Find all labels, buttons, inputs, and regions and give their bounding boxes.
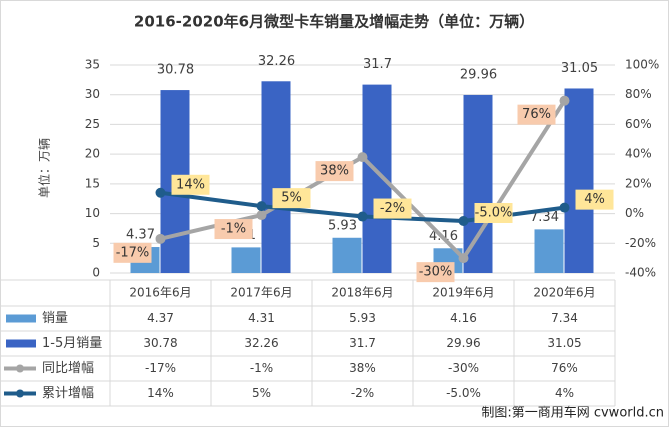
- data-label-bg: [474, 203, 513, 223]
- data-label-bg: [373, 198, 412, 219]
- data-label-bg: [517, 104, 556, 125]
- bar-value-label: 31.7: [363, 57, 392, 72]
- table-cell: -30%: [448, 361, 479, 375]
- legend-label: 1-5月销量: [42, 336, 102, 351]
- source-note: 制图:第一商用车网 cvworld.cn: [481, 405, 664, 421]
- data-label: 14%: [176, 177, 205, 192]
- y-axis-label: 单位：万辆: [37, 138, 52, 198]
- table-cell: 4.16: [450, 311, 477, 325]
- x-tick-label: 2017年6月: [230, 286, 292, 300]
- legend-swatch: [16, 364, 24, 373]
- bar-value-label: 30.78: [157, 63, 194, 78]
- table-cell: 31.05: [547, 336, 581, 350]
- data-label: -2%: [380, 201, 405, 216]
- table-cell: 32.26: [244, 336, 278, 350]
- data-label-bg: [416, 262, 455, 283]
- y2-tick-label: 100%: [625, 58, 659, 72]
- bar: [261, 81, 291, 273]
- legend-label: 同比增幅: [42, 361, 94, 376]
- line-point: [357, 211, 368, 222]
- table-cell: 7.34: [551, 311, 578, 325]
- bar-value-label: 31.05: [561, 61, 598, 76]
- data-label: -1%: [221, 222, 246, 237]
- legend-swatch: [16, 389, 24, 398]
- legend-swatch: [6, 314, 36, 323]
- y-tick-label: 25: [85, 117, 100, 131]
- legend-swatch: [6, 339, 36, 348]
- legend-label: 销量: [42, 311, 68, 326]
- table-cell: 5.93: [349, 311, 376, 325]
- line-point: [559, 95, 570, 106]
- table-cell: 4.31: [248, 311, 275, 325]
- bar-value-label: 32.26: [258, 54, 295, 69]
- data-label: -5.0%: [475, 206, 513, 221]
- y-tick-label: 15: [85, 176, 100, 190]
- data-label: -30%: [419, 265, 453, 280]
- table-cell: 4%: [555, 386, 574, 400]
- bar-value-label: 7.34: [530, 210, 559, 225]
- line-point: [256, 210, 267, 221]
- bar-value-label: 5.93: [328, 218, 357, 233]
- bar: [231, 247, 261, 273]
- line-point: [357, 152, 368, 163]
- data-label: -17%: [116, 245, 150, 260]
- data-label-bg: [113, 242, 152, 263]
- y-tick-label: 0: [92, 266, 100, 280]
- bar: [463, 94, 493, 274]
- bar: [564, 88, 594, 273]
- data-label: 38%: [320, 164, 349, 179]
- table-cell: 38%: [349, 361, 376, 375]
- y2-tick-label: 80%: [625, 87, 652, 101]
- data-label-bg: [272, 188, 311, 209]
- data-label: 5%: [281, 191, 302, 206]
- data-label-bg: [575, 189, 614, 210]
- x-tick-label: 2018年6月: [331, 286, 393, 300]
- bar: [362, 84, 392, 274]
- line-point: [256, 201, 267, 212]
- table-cell: 29.96: [446, 336, 480, 350]
- legend-label: 累计增幅: [42, 386, 94, 401]
- bar-value-label: 4.37: [126, 228, 155, 243]
- data-label: 4%: [584, 192, 605, 207]
- line-point: [458, 253, 469, 264]
- bar: [534, 229, 564, 273]
- table-cell: -17%: [145, 361, 176, 375]
- y2-tick-label: 20%: [625, 176, 652, 190]
- table-cell: 30.78: [143, 336, 177, 350]
- y2-tick-label: 0%: [625, 206, 644, 220]
- data-label-bg: [214, 219, 253, 240]
- table-cell: -5.0%: [446, 386, 481, 400]
- table-cell: -2%: [351, 386, 374, 400]
- y-tick-label: 35: [85, 58, 100, 72]
- y2-tick-label: -40%: [625, 266, 656, 280]
- chart-title: 2016-2020年6月微型卡车销量及增幅走势（单位：万辆）: [134, 13, 534, 31]
- x-tick-label: 2020年6月: [533, 286, 595, 300]
- line-point: [155, 233, 166, 244]
- x-tick-label: 2016年6月: [129, 286, 191, 300]
- bar: [332, 237, 362, 273]
- line-point: [155, 187, 166, 198]
- bar-value-label: 29.96: [460, 67, 497, 82]
- table-cell: 14%: [147, 386, 174, 400]
- line-point: [458, 216, 469, 226]
- y2-tick-label: 60%: [625, 117, 652, 131]
- table-cell: 76%: [551, 361, 578, 375]
- y-tick-label: 30: [85, 87, 100, 101]
- line-point: [559, 202, 570, 213]
- y2-tick-label: 40%: [625, 147, 652, 161]
- y-tick-label: 5: [92, 236, 100, 250]
- table-cell: 4.37: [147, 311, 174, 325]
- data-label: 76%: [522, 107, 551, 122]
- x-tick-label: 2019年6月: [432, 286, 494, 300]
- y-tick-label: 20: [85, 147, 100, 161]
- table-cell: 31.7: [349, 336, 376, 350]
- data-label-bg: [315, 161, 354, 182]
- table-cell: -1%: [250, 361, 273, 375]
- y2-tick-label: -20%: [625, 236, 656, 250]
- table-cell: 5%: [252, 386, 271, 400]
- data-label-bg: [171, 174, 210, 195]
- y-tick-label: 10: [85, 206, 100, 220]
